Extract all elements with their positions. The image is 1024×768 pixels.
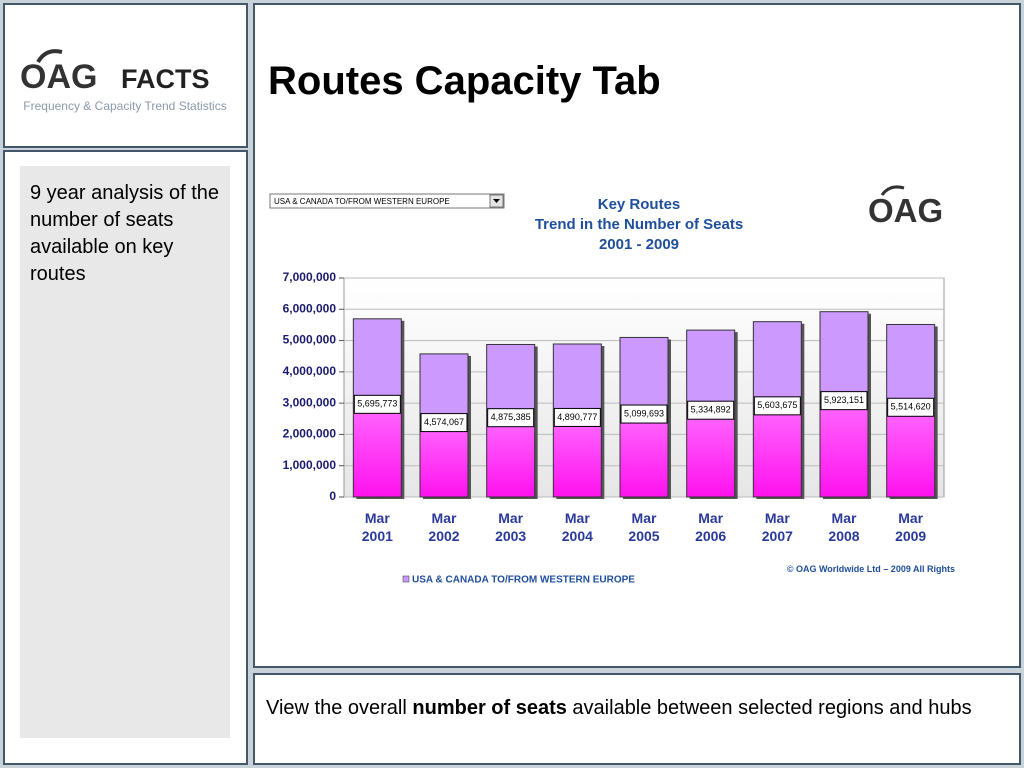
value-label-box bbox=[420, 413, 468, 433]
x-tick-label: Mar 2005 bbox=[628, 510, 660, 544]
copyright: © OAG Worldwide Ltd – 2009 All Rights bbox=[787, 564, 955, 574]
legend-label: USA & CANADA TO/FROM WESTERN EUROPE bbox=[412, 575, 635, 586]
x-tick-label-box: Mar 2006 bbox=[695, 510, 727, 544]
logo-swoosh bbox=[36, 49, 63, 64]
value-label: 5,695,773 bbox=[357, 399, 397, 409]
y-tick-label: 1,000,000 bbox=[283, 458, 337, 472]
x-tick-label: Mar 2004 bbox=[561, 510, 593, 544]
value-label-box bbox=[753, 396, 801, 416]
x-tick-label: Mar 2008 bbox=[828, 510, 860, 544]
x-tick-label: Mar 2002 bbox=[428, 510, 460, 544]
x-tick-label: Mar 2009 bbox=[895, 510, 927, 544]
y-tick-label: 7,000,000 bbox=[283, 270, 337, 284]
y-tick-label: 5,000,000 bbox=[283, 333, 337, 347]
value-label-box bbox=[887, 397, 935, 417]
x-tick-label-box: Mar 2004 bbox=[561, 510, 593, 544]
value-label: 5,603,675 bbox=[757, 400, 797, 410]
value-label-box bbox=[620, 404, 668, 424]
value-label: 4,875,385 bbox=[491, 412, 531, 422]
x-tick-label: Mar 2003 bbox=[495, 510, 527, 544]
page-title: Routes Capacity Tab bbox=[268, 59, 661, 103]
chart-logo-swoosh bbox=[880, 185, 905, 196]
x-tick-label: Mar 2007 bbox=[761, 510, 793, 544]
chart-logo: OAG bbox=[868, 192, 943, 229]
x-tick-label-box: Mar 2001 bbox=[361, 510, 393, 544]
value-label-box bbox=[553, 407, 601, 427]
x-tick-label-box: Mar 2009 bbox=[895, 510, 927, 544]
logo-brand: OAG bbox=[20, 58, 97, 96]
value-label-box bbox=[487, 408, 535, 428]
value-label-box bbox=[820, 391, 868, 411]
x-tick-label-box: Mar 2003 bbox=[495, 510, 527, 544]
x-tick-label: Mar 2006 bbox=[695, 510, 727, 544]
value-label: 5,923,151 bbox=[824, 395, 864, 405]
legend-swatch bbox=[402, 575, 410, 583]
chart-subtitle: Trend in the Number of Seats bbox=[535, 216, 743, 233]
value-label-box bbox=[687, 400, 735, 420]
sidebar-text-box: 9 year analysis of the number of seats a… bbox=[30, 182, 219, 285]
value-label: 4,890,777 bbox=[557, 412, 597, 422]
value-label: 5,334,892 bbox=[691, 405, 731, 415]
dropdown-value: USA & CANADA TO/FROM WESTERN EUROPE bbox=[274, 197, 450, 206]
y-tick-label: 2,000,000 bbox=[283, 427, 337, 441]
x-tick-label-box: Mar 2007 bbox=[761, 510, 793, 544]
dropdown-arrow bbox=[493, 199, 500, 203]
value-label: 5,099,693 bbox=[624, 408, 664, 418]
x-tick-label-box: Mar 2005 bbox=[628, 510, 660, 544]
chart-title: Key Routes bbox=[598, 196, 681, 213]
footer-text-box: View the overall number of seats availab… bbox=[266, 695, 1006, 722]
chart-period: 2001 - 2009 bbox=[599, 236, 679, 253]
logo-tagline: Frequency & Capacity Trend Statistics bbox=[23, 99, 226, 113]
logo-product: FACTS bbox=[121, 64, 210, 94]
footer-panel bbox=[253, 673, 1021, 765]
value-label: 4,574,067 bbox=[424, 417, 464, 427]
value-label-box bbox=[353, 394, 401, 414]
footer-text: View the overall number of seats availab… bbox=[266, 695, 1006, 722]
y-tick-label: 4,000,000 bbox=[283, 364, 337, 378]
y-tick-label: 6,000,000 bbox=[283, 301, 337, 315]
value-label: 5,514,620 bbox=[891, 402, 931, 412]
sidebar-text: 9 year analysis of the number of seats a… bbox=[30, 182, 219, 285]
footer-part: available between selected regions and h… bbox=[566, 697, 972, 719]
y-tick-label: 3,000,000 bbox=[283, 395, 337, 409]
y-tick-label: 0 bbox=[329, 489, 336, 503]
dropdown[interactable] bbox=[269, 193, 505, 209]
x-tick-label: Mar 2001 bbox=[361, 510, 393, 544]
sidebar-box bbox=[20, 166, 230, 738]
logo-panel bbox=[3, 3, 248, 148]
footer-bold: number of seats bbox=[412, 697, 567, 719]
x-tick-label-box: Mar 2008 bbox=[828, 510, 860, 544]
x-tick-label-box: Mar 2002 bbox=[428, 510, 460, 544]
footer-part: View the overall bbox=[266, 697, 413, 719]
